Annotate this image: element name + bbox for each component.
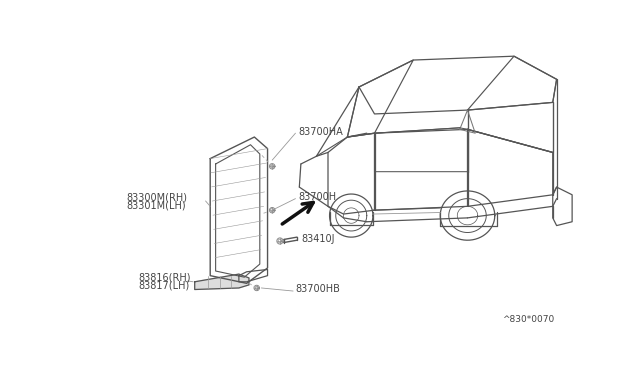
Text: 83817(LH): 83817(LH) bbox=[138, 280, 189, 291]
Text: ^830*0070: ^830*0070 bbox=[502, 315, 554, 324]
Text: 83410J: 83410J bbox=[301, 234, 334, 244]
Polygon shape bbox=[195, 274, 249, 289]
Text: 83700H: 83700H bbox=[298, 192, 337, 202]
Text: 83700HA: 83700HA bbox=[298, 126, 343, 137]
Text: 83301M(LH): 83301M(LH) bbox=[127, 201, 186, 211]
Text: 83816(RH): 83816(RH) bbox=[138, 272, 191, 282]
Text: 83700HB: 83700HB bbox=[296, 285, 340, 295]
Text: 83300M(RH): 83300M(RH) bbox=[127, 192, 188, 202]
